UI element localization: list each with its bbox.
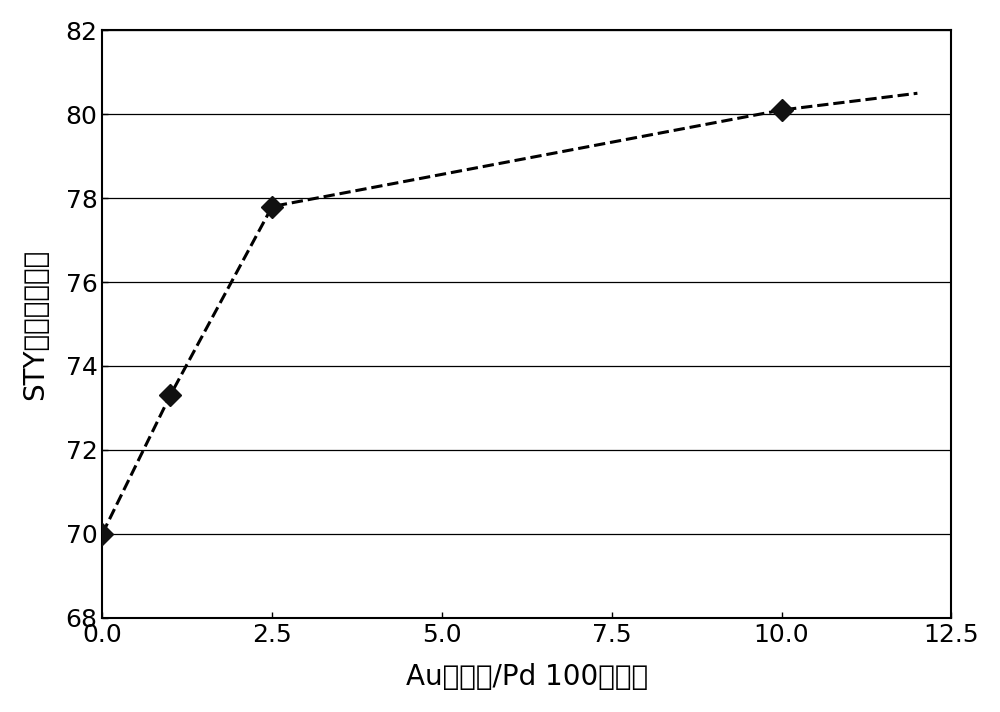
X-axis label: Au质量份/Pd 100质量份: Au质量份/Pd 100质量份: [406, 663, 648, 691]
Y-axis label: STY保持率（％）: STY保持率（％）: [21, 248, 49, 399]
